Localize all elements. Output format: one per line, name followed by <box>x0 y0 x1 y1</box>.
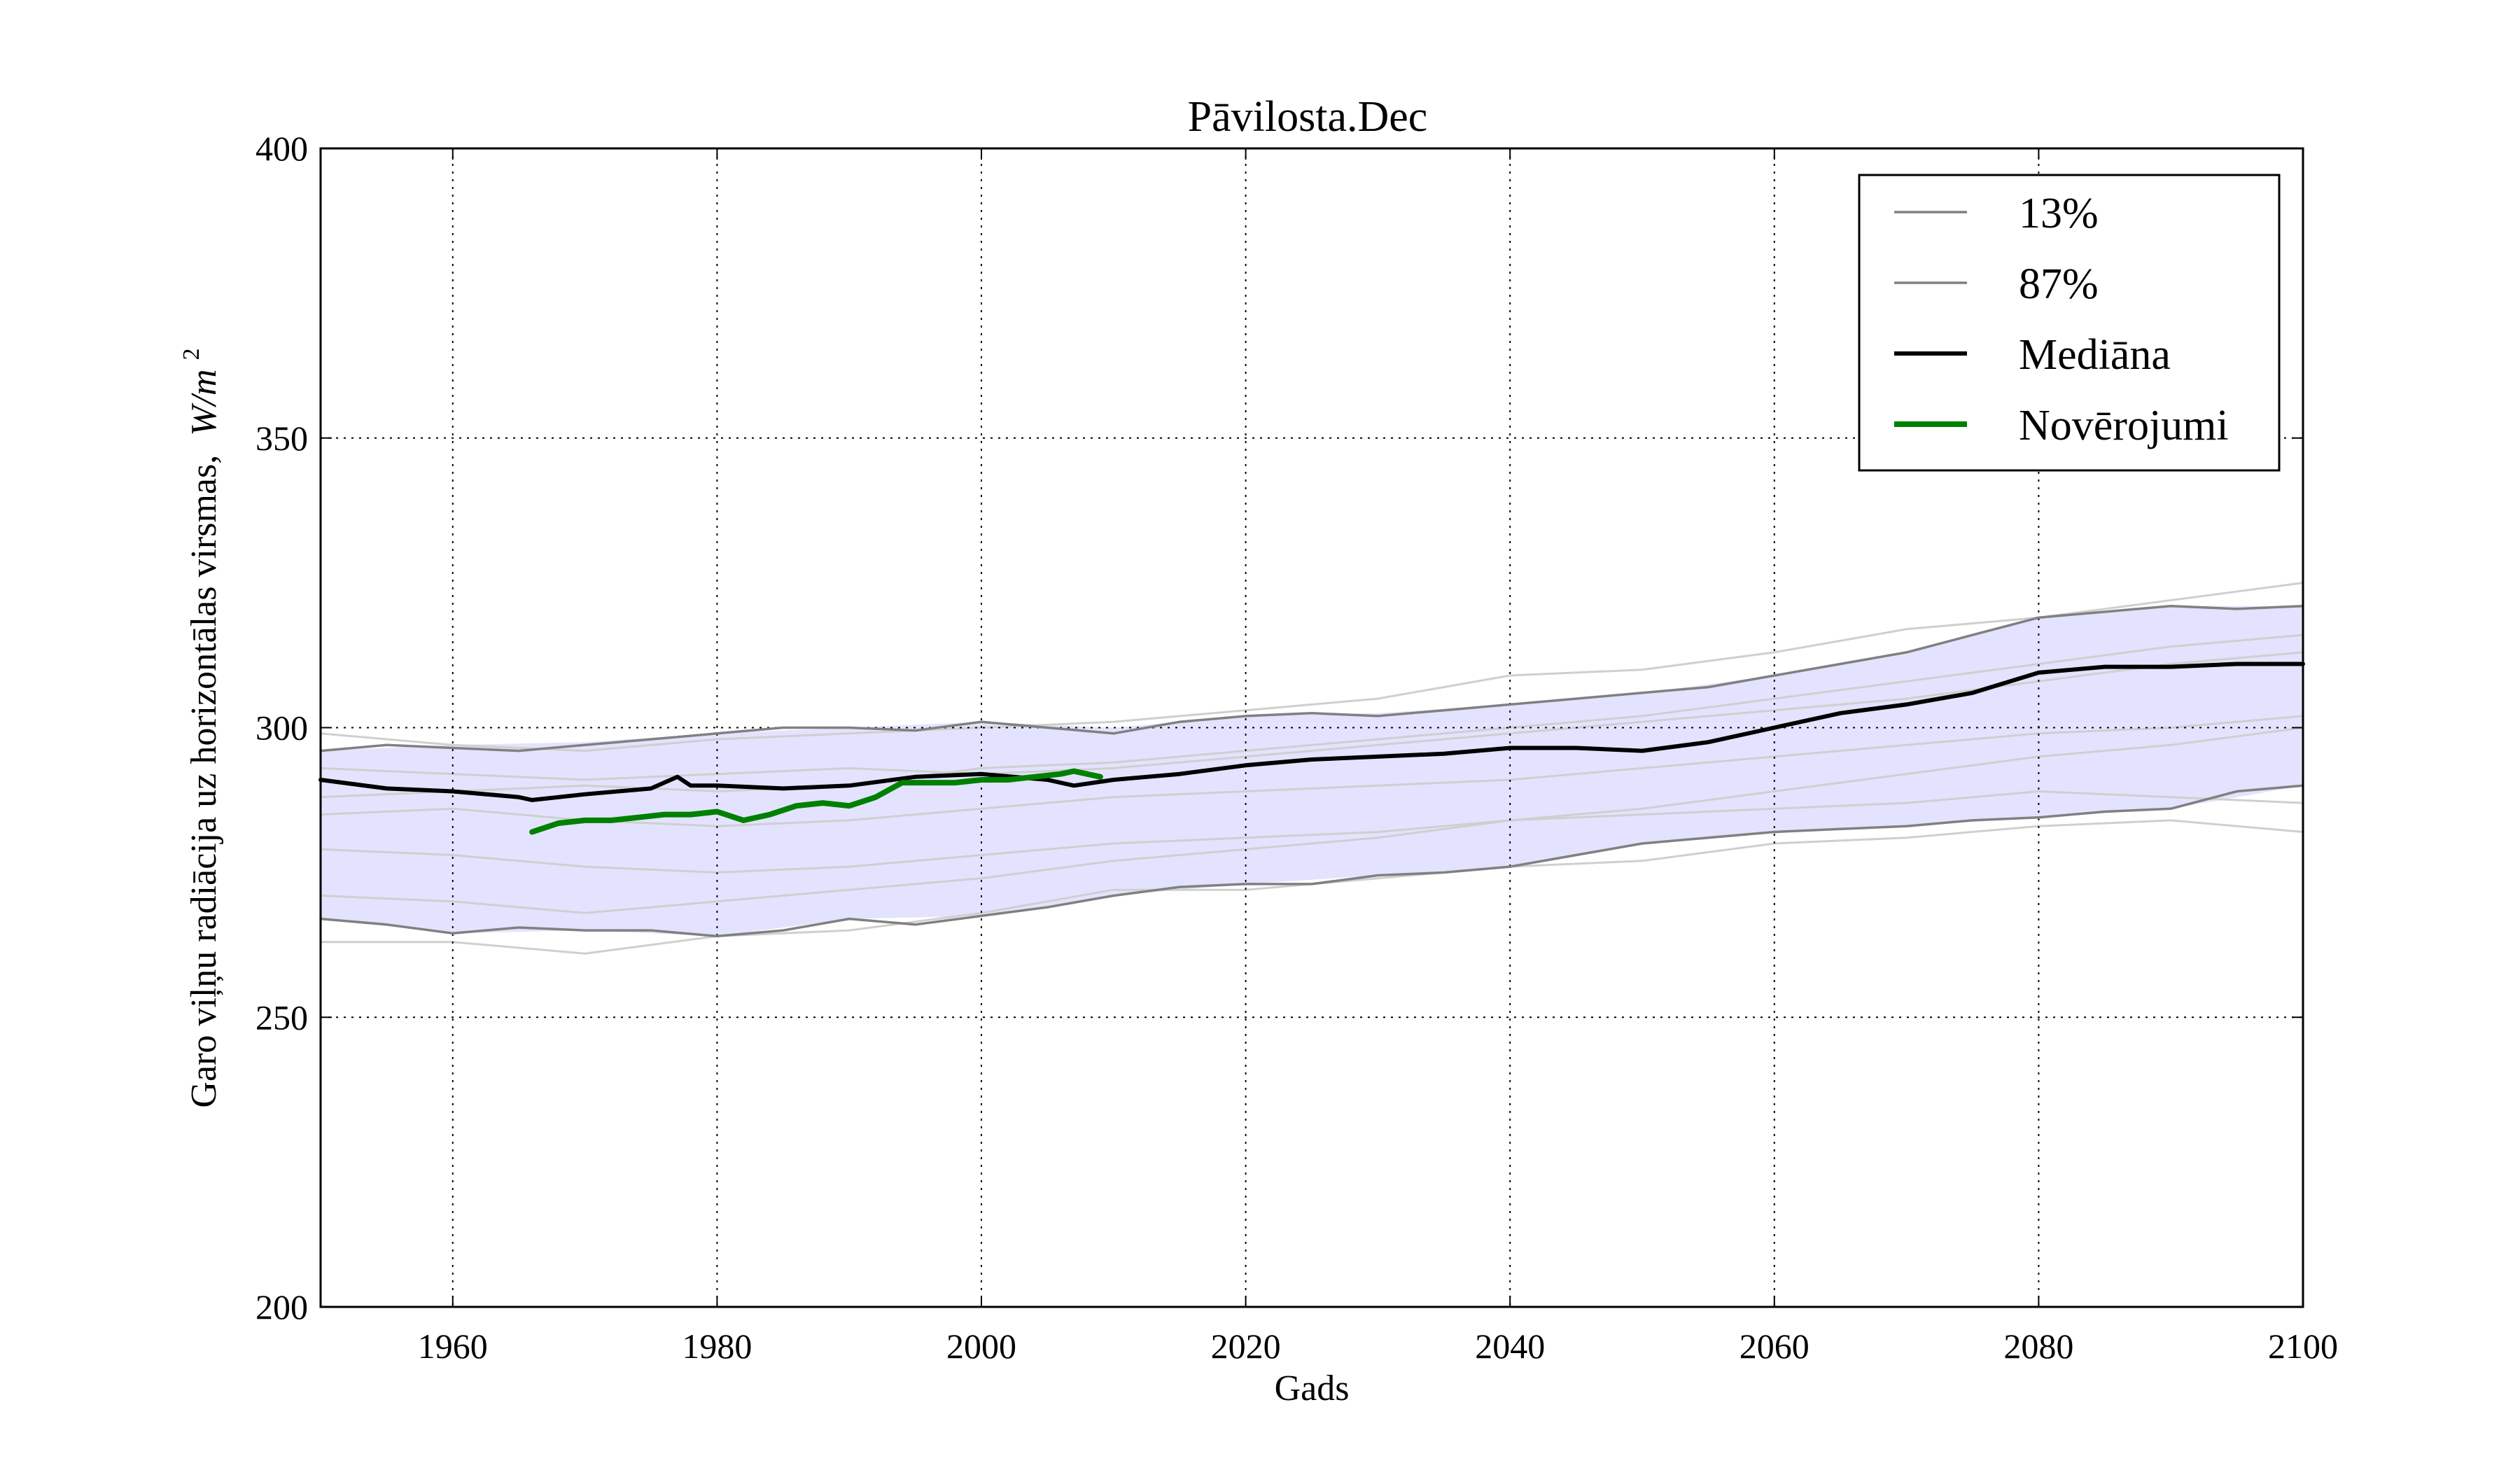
ensemble-line <box>320 790 2304 874</box>
series-lines <box>318 604 2305 938</box>
x-tick-label: 2060 <box>1740 1326 1809 1366</box>
series-line-1 <box>319 604 2304 752</box>
y-axis-label-text: Garo viļņu radiācija uz horizontālas vir… <box>184 455 224 1108</box>
x-tick-label: 1980 <box>682 1326 752 1366</box>
legend-label-3: Novērojumi <box>2019 402 2229 449</box>
x-tick-label: 1960 <box>418 1326 488 1366</box>
x-tick-label: 2040 <box>1475 1326 1545 1366</box>
x-tick-label: 2020 <box>1211 1326 1281 1366</box>
y-tick-label: 200 <box>255 1287 308 1326</box>
series-line-0 <box>319 784 2304 938</box>
y-axis-label-unit: W/m <box>184 369 224 435</box>
legend-label-1: 87% <box>2019 260 2099 308</box>
y-axis-label: Garo viļņu radiācija uz horizontālas vir… <box>178 348 224 1107</box>
ensemble-line <box>320 582 2304 752</box>
legend-label-2: Mediāna <box>2019 331 2171 379</box>
legend-label-0: 13% <box>2019 190 2099 237</box>
x-tick-label: 2080 <box>2003 1326 2073 1366</box>
legend: 13% 87% Mediāna Novērojumi <box>1858 174 2281 472</box>
tick-marks <box>321 148 2304 1308</box>
percentile-band <box>321 606 2303 937</box>
x-axis-label: Gads <box>1275 1368 1350 1408</box>
y-tick-labels: 200 250 300 350 400 <box>255 129 308 1326</box>
series-line-3 <box>529 768 1103 835</box>
ensemble-line <box>320 715 2304 827</box>
ensemble-line <box>320 727 2304 914</box>
y-tick-label: 350 <box>255 419 308 458</box>
x-tick-label: 2100 <box>2268 1326 2338 1366</box>
y-tick-label: 400 <box>255 129 308 168</box>
legend-box <box>1858 174 2281 472</box>
ensemble-line <box>320 651 2304 781</box>
series-line-2 <box>318 662 2305 802</box>
y-tick-label: 250 <box>255 997 308 1037</box>
y-axis-label-unit-exponent: 2 <box>178 348 204 360</box>
y-tick-label: 300 <box>255 708 308 748</box>
chart-title: Pāvilosta.Dec <box>1188 93 1428 141</box>
x-tick-label: 2000 <box>946 1326 1016 1366</box>
x-tick-labels: 1960 1980 2000 2020 2040 2060 2080 2100 <box>418 1326 2338 1366</box>
